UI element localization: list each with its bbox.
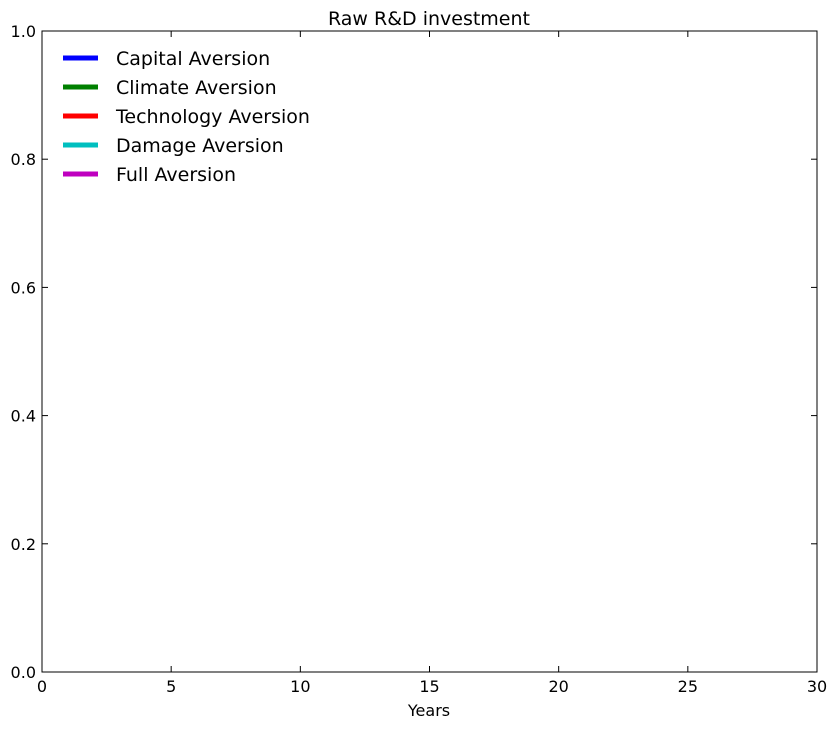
legend-label: Damage Aversion bbox=[116, 135, 284, 157]
y-tick-label: 0.6 bbox=[11, 278, 36, 297]
legend-label: Full Aversion bbox=[116, 164, 236, 186]
x-tick-label: 10 bbox=[290, 677, 310, 696]
legend-label: Technology Aversion bbox=[115, 106, 310, 128]
x-tick-label: 20 bbox=[548, 677, 568, 696]
x-tick-label: 15 bbox=[419, 677, 439, 696]
x-tick-label: 30 bbox=[807, 677, 827, 696]
y-tick-label: 0.2 bbox=[11, 535, 36, 554]
chart-title: Raw R&D investment bbox=[328, 8, 530, 30]
y-tick-label: 1.0 bbox=[11, 22, 36, 41]
x-axis-label: Years bbox=[407, 701, 450, 720]
x-tick-label: 5 bbox=[166, 677, 176, 696]
y-tick-label: 0.8 bbox=[11, 150, 36, 169]
x-tick-label: 25 bbox=[678, 677, 698, 696]
x-axis: 0 5 10 15 20 25 30 bbox=[37, 31, 827, 696]
y-tick-label: 0.0 bbox=[11, 663, 36, 682]
y-axis: 0.0 0.2 0.4 0.6 0.8 1.0 bbox=[11, 22, 817, 682]
y-tick-label: 0.4 bbox=[11, 407, 36, 426]
legend: Capital Aversion Climate Aversion Technolo… bbox=[63, 48, 310, 186]
legend-label: Capital Aversion bbox=[116, 48, 270, 70]
plot-area bbox=[41, 30, 818, 673]
x-tick-label: 0 bbox=[37, 677, 47, 696]
legend-label: Climate Aversion bbox=[116, 77, 277, 99]
